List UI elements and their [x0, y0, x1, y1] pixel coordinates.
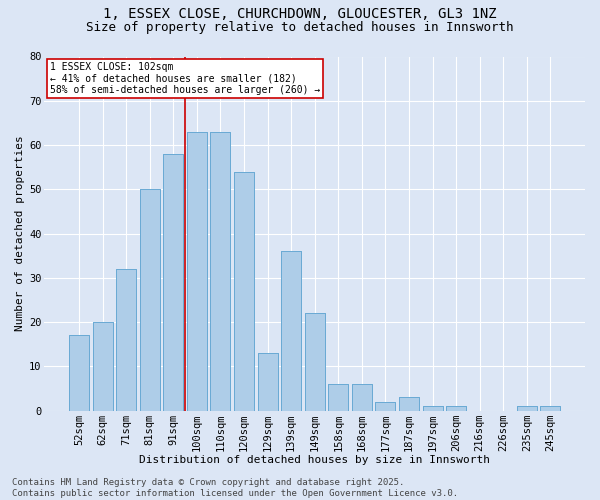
Text: Contains HM Land Registry data © Crown copyright and database right 2025.
Contai: Contains HM Land Registry data © Crown c… [12, 478, 458, 498]
Bar [116, 269, 136, 410]
Text: 1 ESSEX CLOSE: 102sqm
← 41% of detached houses are smaller (182)
58% of semi-det: 1 ESSEX CLOSE: 102sqm ← 41% of detached … [50, 62, 320, 95]
Bar [517, 406, 537, 410]
Bar [234, 172, 254, 410]
Bar [140, 190, 160, 410]
Bar [92, 322, 113, 410]
Text: Size of property relative to detached houses in Innsworth: Size of property relative to detached ho… [86, 22, 514, 35]
Bar [305, 313, 325, 410]
Bar [305, 313, 325, 410]
Bar [446, 406, 466, 410]
Bar [211, 132, 230, 410]
Bar [257, 353, 278, 410]
Bar [352, 384, 372, 410]
Bar [541, 406, 560, 410]
X-axis label: Distribution of detached houses by size in Innsworth: Distribution of detached houses by size … [139, 455, 490, 465]
Bar [541, 406, 560, 410]
Bar [234, 172, 254, 410]
Bar [187, 132, 207, 410]
Bar [399, 398, 419, 410]
Bar [281, 251, 301, 410]
Bar [422, 406, 443, 410]
Bar [281, 251, 301, 410]
Bar [328, 384, 349, 410]
Bar [376, 402, 395, 410]
Bar [69, 336, 89, 410]
Bar [69, 336, 89, 410]
Bar [446, 406, 466, 410]
Bar [376, 402, 395, 410]
Bar [92, 322, 113, 410]
Y-axis label: Number of detached properties: Number of detached properties [15, 136, 25, 332]
Bar [187, 132, 207, 410]
Bar [422, 406, 443, 410]
Bar [328, 384, 349, 410]
Bar [517, 406, 537, 410]
Bar [399, 398, 419, 410]
Text: 1, ESSEX CLOSE, CHURCHDOWN, GLOUCESTER, GL3 1NZ: 1, ESSEX CLOSE, CHURCHDOWN, GLOUCESTER, … [103, 8, 497, 22]
Bar [257, 353, 278, 410]
Bar [211, 132, 230, 410]
Bar [352, 384, 372, 410]
Bar [163, 154, 184, 410]
Bar [163, 154, 184, 410]
Bar [116, 269, 136, 410]
Bar [140, 190, 160, 410]
